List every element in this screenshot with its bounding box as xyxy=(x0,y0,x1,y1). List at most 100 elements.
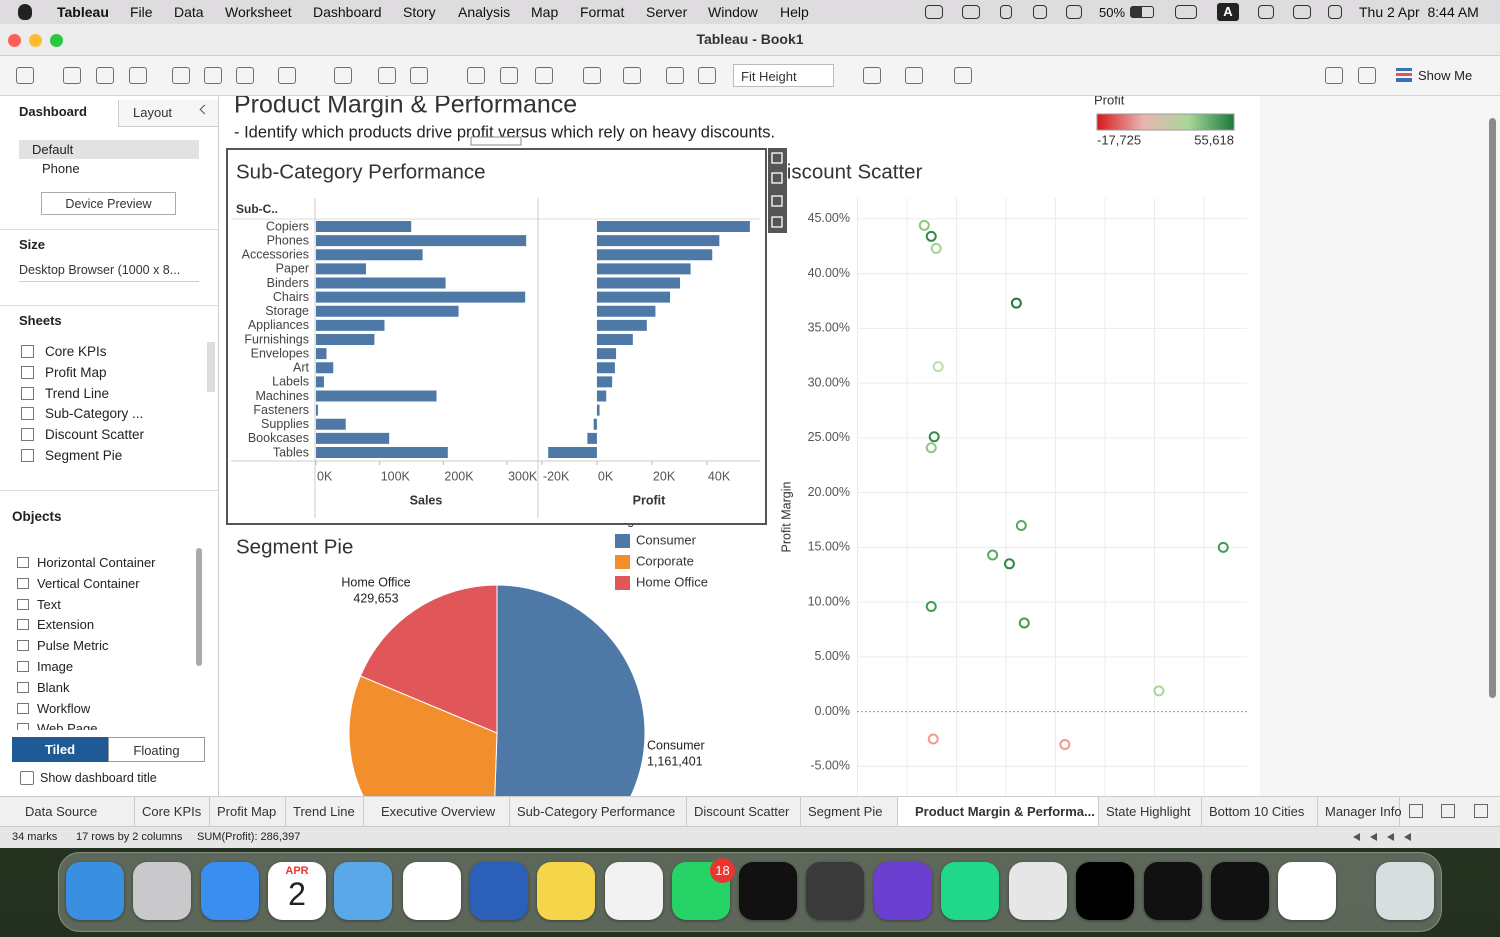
dock-app[interactable] xyxy=(1009,862,1067,920)
status-icon[interactable] xyxy=(962,5,980,19)
toolbar-button[interactable] xyxy=(1358,67,1376,84)
sheet-icon[interactable] xyxy=(21,386,34,400)
status-icon[interactable] xyxy=(1175,5,1197,19)
sidebar-tab[interactable]: Layout xyxy=(118,100,218,127)
object-item[interactable]: Extension xyxy=(37,617,95,633)
scrollbar[interactable] xyxy=(1489,118,1496,698)
menu-item[interactable]: Server xyxy=(646,4,688,20)
dock-app[interactable] xyxy=(334,862,392,920)
menu-item[interactable]: Dashboard xyxy=(313,4,382,20)
input-source[interactable]: A xyxy=(1217,3,1239,21)
object-item[interactable]: Horizontal Container xyxy=(37,555,156,570)
menu-item[interactable]: Analysis xyxy=(458,4,511,20)
toolbar-button[interactable] xyxy=(863,67,881,84)
object-item[interactable]: Image xyxy=(37,659,74,674)
sheet-item[interactable]: Segment Pie xyxy=(45,448,123,463)
object-item[interactable]: Blank xyxy=(37,679,70,695)
toolbar-button[interactable] xyxy=(236,67,254,84)
dock-app[interactable] xyxy=(66,862,124,920)
toolbar-button[interactable] xyxy=(1325,67,1343,84)
toolbar-button[interactable] xyxy=(172,67,190,84)
menu-app[interactable]: Tableau xyxy=(57,4,109,20)
dock-app[interactable] xyxy=(1376,862,1434,920)
close-button[interactable] xyxy=(8,34,21,47)
new-tab-button[interactable] xyxy=(1409,804,1423,818)
object-icon[interactable] xyxy=(17,681,29,693)
dock-app[interactable] xyxy=(1211,862,1269,920)
menu-item[interactable]: Format xyxy=(580,4,625,20)
sheet-tab[interactable]: Data Source xyxy=(8,797,135,826)
sheet-icon[interactable] xyxy=(21,345,34,358)
menu-item[interactable]: Story xyxy=(403,4,436,20)
sheet-tab[interactable]: Manager Info xyxy=(1318,797,1402,826)
dock-app[interactable] xyxy=(470,862,528,920)
device-item[interactable]: Phone xyxy=(42,161,80,176)
dock-app[interactable] xyxy=(268,862,326,920)
toolbar-button[interactable] xyxy=(467,67,485,84)
toolbar-button[interactable] xyxy=(334,67,352,84)
status-icon[interactable] xyxy=(1000,5,1012,19)
zoom-button[interactable] xyxy=(50,34,63,47)
toolbar-button[interactable] xyxy=(16,67,34,84)
toolbar-button[interactable] xyxy=(63,67,81,84)
object-icon[interactable] xyxy=(17,557,29,568)
object-icon[interactable] xyxy=(17,577,29,589)
active-sheet-tab[interactable]: Product Margin & Performa... xyxy=(898,797,1099,826)
dock-app[interactable] xyxy=(537,862,595,920)
sheet-tab[interactable]: Discount Scatter xyxy=(687,797,801,826)
dock-app[interactable] xyxy=(1076,862,1134,920)
device-preview-button[interactable]: Device Preview xyxy=(41,192,176,215)
nav-button[interactable] xyxy=(1353,833,1360,841)
status-icon[interactable] xyxy=(1066,5,1082,19)
toolbar-button[interactable] xyxy=(666,67,684,84)
sheet-tab[interactable]: Sub-Category Performance xyxy=(510,797,687,826)
toolbar-button[interactable] xyxy=(623,67,641,84)
menu-item[interactable]: Map xyxy=(531,4,559,20)
checkbox-label[interactable]: Show dashboard title xyxy=(40,771,157,785)
sheet-item[interactable]: Discount Scatter xyxy=(45,427,145,443)
dock-app[interactable] xyxy=(201,862,259,920)
show-me[interactable]: Show Me xyxy=(1418,68,1473,83)
object-icon[interactable] xyxy=(17,640,29,652)
toolbar-button[interactable] xyxy=(535,67,553,84)
layout-mode[interactable]: Tiled xyxy=(12,737,108,762)
dock-app[interactable] xyxy=(1278,862,1336,920)
status-icon[interactable] xyxy=(1328,5,1342,19)
toolbar-button[interactable] xyxy=(204,67,222,84)
sheet-tab[interactable]: Trend Line xyxy=(286,797,364,826)
toolbar-button[interactable] xyxy=(954,67,972,84)
sheets-scrollbar[interactable] xyxy=(207,342,215,392)
object-item[interactable]: Pulse Metric xyxy=(37,638,109,654)
sidebar-tab[interactable]: Dashboard xyxy=(19,104,87,119)
apple-menu[interactable] xyxy=(18,4,32,20)
object-icon[interactable] xyxy=(17,598,29,610)
sheet-icon[interactable] xyxy=(21,365,34,379)
object-icon[interactable] xyxy=(17,619,29,631)
object-icon[interactable] xyxy=(17,702,29,714)
sheet-tab[interactable]: Profit Map xyxy=(210,797,286,826)
fit-dropdown[interactable]: Fit Height xyxy=(733,64,834,87)
minimize-button[interactable] xyxy=(29,34,42,47)
dock-app[interactable] xyxy=(941,862,999,920)
status-icon[interactable] xyxy=(1033,5,1047,19)
dock-app[interactable] xyxy=(403,862,461,920)
sheet-tab[interactable]: Core KPIs xyxy=(135,797,210,826)
dock-app[interactable] xyxy=(874,862,932,920)
checkbox[interactable] xyxy=(20,771,34,785)
status-icon[interactable] xyxy=(1258,5,1274,19)
new-tab-button[interactable] xyxy=(1441,804,1455,818)
status-icon[interactable] xyxy=(925,5,943,19)
menu-item[interactable]: Worksheet xyxy=(225,4,292,20)
layout-mode[interactable]: Floating xyxy=(108,737,205,762)
toolbar-button[interactable] xyxy=(698,67,716,84)
dock-app[interactable] xyxy=(739,862,797,920)
dock-app[interactable] xyxy=(133,862,191,920)
sheet-tab[interactable]: State Highlight xyxy=(1099,797,1202,826)
toolbar-button[interactable] xyxy=(500,67,518,84)
sheet-item[interactable]: Trend Line xyxy=(45,385,110,401)
object-icon[interactable] xyxy=(17,661,29,672)
menu-item[interactable]: Data xyxy=(174,4,204,20)
toolbar-button[interactable] xyxy=(129,67,147,84)
object-item[interactable]: Vertical Container xyxy=(37,575,140,591)
toolbar-button[interactable] xyxy=(278,67,296,84)
